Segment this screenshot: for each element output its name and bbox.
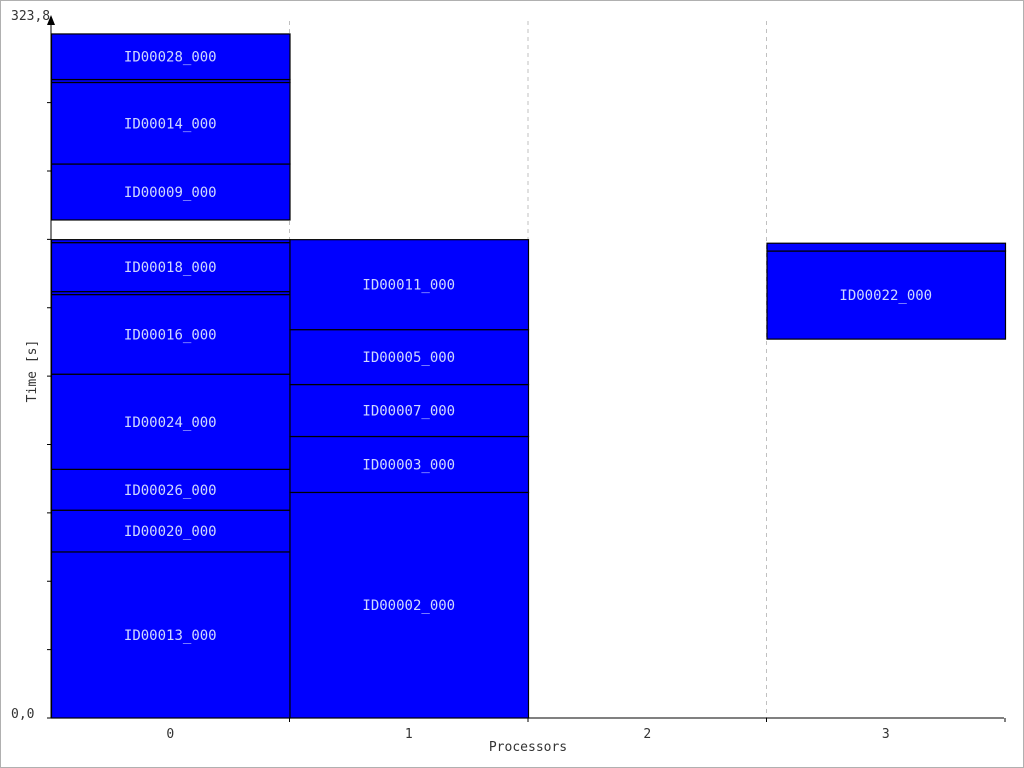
x-tick-label-2: 2 (643, 727, 651, 742)
task-t14[interactable]: ID00014_000 (50, 81, 291, 165)
y-max-label: 323,8 (11, 9, 50, 24)
x-tick-label-1: 1 (405, 727, 413, 742)
task-t02[interactable]: ID00002_000 (289, 491, 530, 719)
y-axis-arrow (47, 15, 55, 25)
y-ticks (47, 102, 51, 719)
task-bar[interactable] (766, 250, 1007, 340)
task-label: ID00022_000 (839, 288, 932, 304)
task-bars: ID00013_000 ID00020_000 ID00026_000 ID00024… (50, 33, 1007, 719)
x-tick-labels: 0 1 2 3 (166, 718, 1006, 742)
task-t05[interactable]: ID00005_000 (289, 329, 530, 386)
task-bar[interactable] (50, 239, 291, 244)
task-bar[interactable] (50, 163, 291, 221)
task-label: ID00005_000 (362, 350, 455, 366)
task-t07[interactable]: ID00007_000 (289, 383, 530, 438)
task-label: ID00016_000 (124, 327, 217, 343)
task-bar[interactable] (289, 239, 530, 331)
x-tick-label-3: 3 (882, 727, 890, 742)
task-t28[interactable]: ID00028_000 (50, 33, 291, 81)
task-bar[interactable] (50, 33, 291, 81)
task-t26[interactable]: ID00026_000 (50, 468, 291, 511)
task-t11[interactable]: ID00011_000 (289, 239, 530, 331)
task-t18[interactable]: ID00018_000 (50, 242, 291, 293)
y-axis-title: Time [s] (25, 340, 40, 403)
task-bar[interactable] (289, 383, 530, 438)
x-tick-label-0: 0 (166, 727, 174, 742)
task-bar[interactable] (50, 509, 291, 553)
task-label: ID00013_000 (124, 628, 217, 644)
task-t13[interactable]: ID00013_000 (50, 551, 291, 719)
task-t09[interactable]: ID00009_000 (50, 163, 291, 221)
task-label: ID00018_000 (124, 260, 217, 276)
task-label: ID00007_000 (362, 404, 455, 420)
task-label: ID00003_000 (362, 457, 455, 473)
task-label: ID00011_000 (362, 278, 455, 294)
task-bar[interactable] (50, 551, 291, 719)
task-label: ID00024_000 (124, 415, 217, 431)
task-bar[interactable] (50, 81, 291, 165)
task-bar[interactable] (50, 468, 291, 511)
task-bar[interactable] (289, 435, 530, 494)
task-label: ID00009_000 (124, 185, 217, 201)
task-t20[interactable]: ID00020_000 (50, 509, 291, 553)
task-bar[interactable] (766, 242, 1007, 252)
task-t22b[interactable] (766, 242, 1007, 252)
task-t03[interactable]: ID00003_000 (289, 435, 530, 494)
task-bar[interactable] (289, 329, 530, 386)
task-bar[interactable] (289, 491, 530, 719)
y-min-label: 0,0 (11, 707, 34, 722)
task-label: ID00020_000 (124, 524, 217, 540)
task-t22[interactable]: ID00022_000 (766, 250, 1007, 340)
task-t16[interactable]: ID00016_000 (50, 293, 291, 375)
task-bar[interactable] (50, 293, 291, 375)
task-t24[interactable]: ID00024_000 (50, 373, 291, 470)
task-t18b[interactable] (50, 239, 291, 244)
task-label: ID00002_000 (362, 598, 455, 614)
task-label: ID00026_000 (124, 483, 217, 499)
x-axis-title: Processors (489, 740, 567, 755)
task-label: ID00014_000 (124, 116, 217, 132)
task-label: ID00028_000 (124, 50, 217, 66)
